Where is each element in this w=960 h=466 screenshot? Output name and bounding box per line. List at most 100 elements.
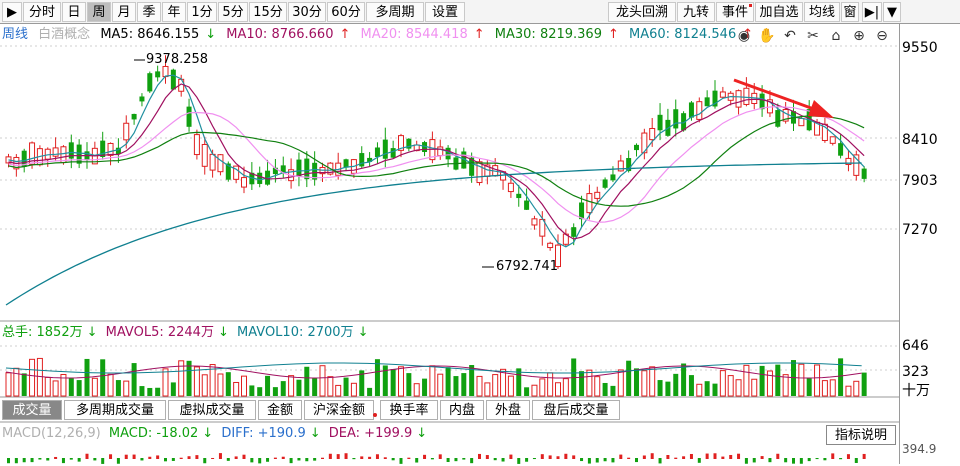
- macd-bar: [682, 456, 686, 459]
- candle-body-down: [367, 157, 373, 162]
- candle-body-up: [507, 182, 514, 193]
- period-5min-button[interactable]: 5分: [218, 2, 248, 22]
- annotation-arrow-shaft: [733, 78, 823, 114]
- eye-icon[interactable]: ◉: [737, 28, 751, 44]
- macd-bar: [729, 454, 733, 459]
- price-axis-7270: 7270: [902, 222, 938, 238]
- leader-backtrack-button[interactable]: 龙头回溯: [608, 2, 676, 22]
- period-month-button[interactable]: 月: [112, 2, 136, 22]
- toolbar-menu-button[interactable]: ▶: [2, 2, 22, 22]
- volume-bar-down: [626, 360, 632, 396]
- macd-bar: [281, 456, 285, 459]
- lock-icon[interactable]: ⌂: [831, 28, 841, 44]
- add-watchlist-button[interactable]: 加自选: [755, 2, 803, 22]
- window-button[interactable]: 窗: [841, 2, 859, 22]
- candle-body-down: [673, 109, 679, 129]
- chart-frame: [0, 24, 900, 464]
- settings-button[interactable]: 设置: [425, 2, 465, 22]
- undo-icon[interactable]: ↶: [784, 28, 796, 44]
- macd-bar: [375, 454, 379, 459]
- period-year-button[interactable]: 年: [162, 2, 186, 22]
- volume-bar-down: [343, 377, 349, 396]
- candle-body-down: [571, 227, 577, 237]
- macd-bar: [187, 456, 191, 459]
- volume-bar-up: [539, 378, 546, 397]
- candle-body-up: [782, 108, 789, 122]
- period-1min-button[interactable]: 1分: [187, 2, 217, 22]
- macd-bar: [595, 458, 599, 463]
- period-day-button[interactable]: 日: [62, 2, 86, 22]
- tab-inner[interactable]: 内盘: [440, 400, 484, 420]
- macd-bar: [854, 458, 858, 463]
- candle-body-down: [100, 140, 106, 157]
- period-quarter-button[interactable]: 季: [137, 2, 161, 22]
- candle-body-down: [688, 102, 694, 118]
- volume-bar-up: [507, 375, 514, 397]
- macd-bar: [611, 458, 615, 463]
- macd-bar: [760, 456, 764, 459]
- macd-bar: [737, 453, 741, 459]
- events-button[interactable]: 事件: [716, 2, 754, 22]
- chevron-down-icon[interactable]: ▼: [883, 2, 901, 22]
- candle-body-down: [759, 93, 765, 110]
- candle-body-down: [610, 174, 616, 181]
- period-week-button[interactable]: 周: [87, 2, 111, 22]
- volume-bar-down: [186, 360, 192, 396]
- volume-bar-down: [68, 378, 74, 396]
- volume-bar-up: [350, 382, 357, 397]
- macd-bar: [619, 454, 623, 459]
- candle-body-up: [217, 154, 224, 173]
- tab-virtual-volume[interactable]: 虚拟成交量: [168, 400, 256, 420]
- macd-value: MACD: -18.02 ↓: [108, 426, 214, 441]
- volume-bar-up: [727, 375, 734, 397]
- tab-sh-sz-amount[interactable]: 沪深金额: [304, 400, 377, 420]
- volume-bar-down: [861, 372, 867, 396]
- volume-bar-down: [100, 359, 106, 396]
- period-15min-button[interactable]: 15分: [249, 2, 287, 22]
- macd-bar: [517, 458, 521, 464]
- volume-bar-up: [829, 379, 836, 397]
- volume-bar-down: [280, 381, 286, 396]
- tab-after-hours[interactable]: 盘后成交量: [532, 400, 620, 420]
- volume-bar-down: [469, 365, 475, 396]
- candle-body-down: [838, 143, 844, 156]
- moving-average-button[interactable]: 均线: [804, 2, 840, 22]
- candle-body-up: [398, 135, 404, 151]
- macd-bar: [407, 457, 411, 459]
- volume-bar-up: [743, 364, 750, 397]
- macd-bar: [30, 458, 34, 463]
- candle-body-up: [696, 101, 703, 120]
- tab-multi-period-volume[interactable]: 多周期成交量: [64, 400, 166, 420]
- mavol10-legend: MAVOL10: 2700万 ↓: [237, 325, 369, 340]
- zoom-out-icon[interactable]: ⊖: [876, 28, 888, 44]
- period-toolbar: ▶ 分时 日 周 月 季 年 1分 5分 15分 30分 60分 多周期 设置 …: [0, 0, 960, 24]
- tab-amount[interactable]: 金额: [258, 400, 302, 420]
- period-60min-button[interactable]: 60分: [327, 2, 365, 22]
- tab-turnover[interactable]: 换手率: [380, 400, 438, 420]
- period-intraday-button[interactable]: 分时: [23, 2, 61, 22]
- macd-bar: [485, 455, 489, 459]
- indicator-help-button[interactable]: 指标说明: [826, 425, 896, 445]
- nine-turn-button[interactable]: 九转: [677, 2, 715, 22]
- macd-bar: [321, 457, 324, 459]
- macd-name: MACD(12,26,9): [2, 426, 101, 441]
- volume-bar-down: [115, 380, 121, 396]
- scissors-icon[interactable]: ✂: [807, 28, 819, 44]
- macd-bar: [344, 453, 348, 459]
- volume-bar-up: [547, 372, 554, 397]
- tab-volume[interactable]: 成交量: [2, 400, 62, 420]
- macd-bar: [697, 458, 701, 463]
- volume-bar-down: [712, 383, 718, 396]
- zoom-in-icon[interactable]: ⊕: [853, 28, 865, 44]
- volume-bar-up: [44, 376, 51, 397]
- jump-end-button[interactable]: ▶|: [862, 2, 882, 22]
- multi-period-button[interactable]: 多周期: [366, 2, 424, 22]
- period-30min-button[interactable]: 30分: [288, 2, 326, 22]
- candle-body-down: [390, 148, 396, 158]
- annotation-arrow-head: [808, 100, 834, 118]
- macd-bar: [501, 458, 505, 462]
- hand-icon[interactable]: ✋: [758, 28, 776, 44]
- tab-outer[interactable]: 外盘: [486, 400, 530, 420]
- volume-legend: 总手: 1852万 ↓ MAVOL5: 2244万 ↓ MAVOL10: 2700万…: [2, 324, 372, 342]
- macd-bar: [540, 454, 544, 459]
